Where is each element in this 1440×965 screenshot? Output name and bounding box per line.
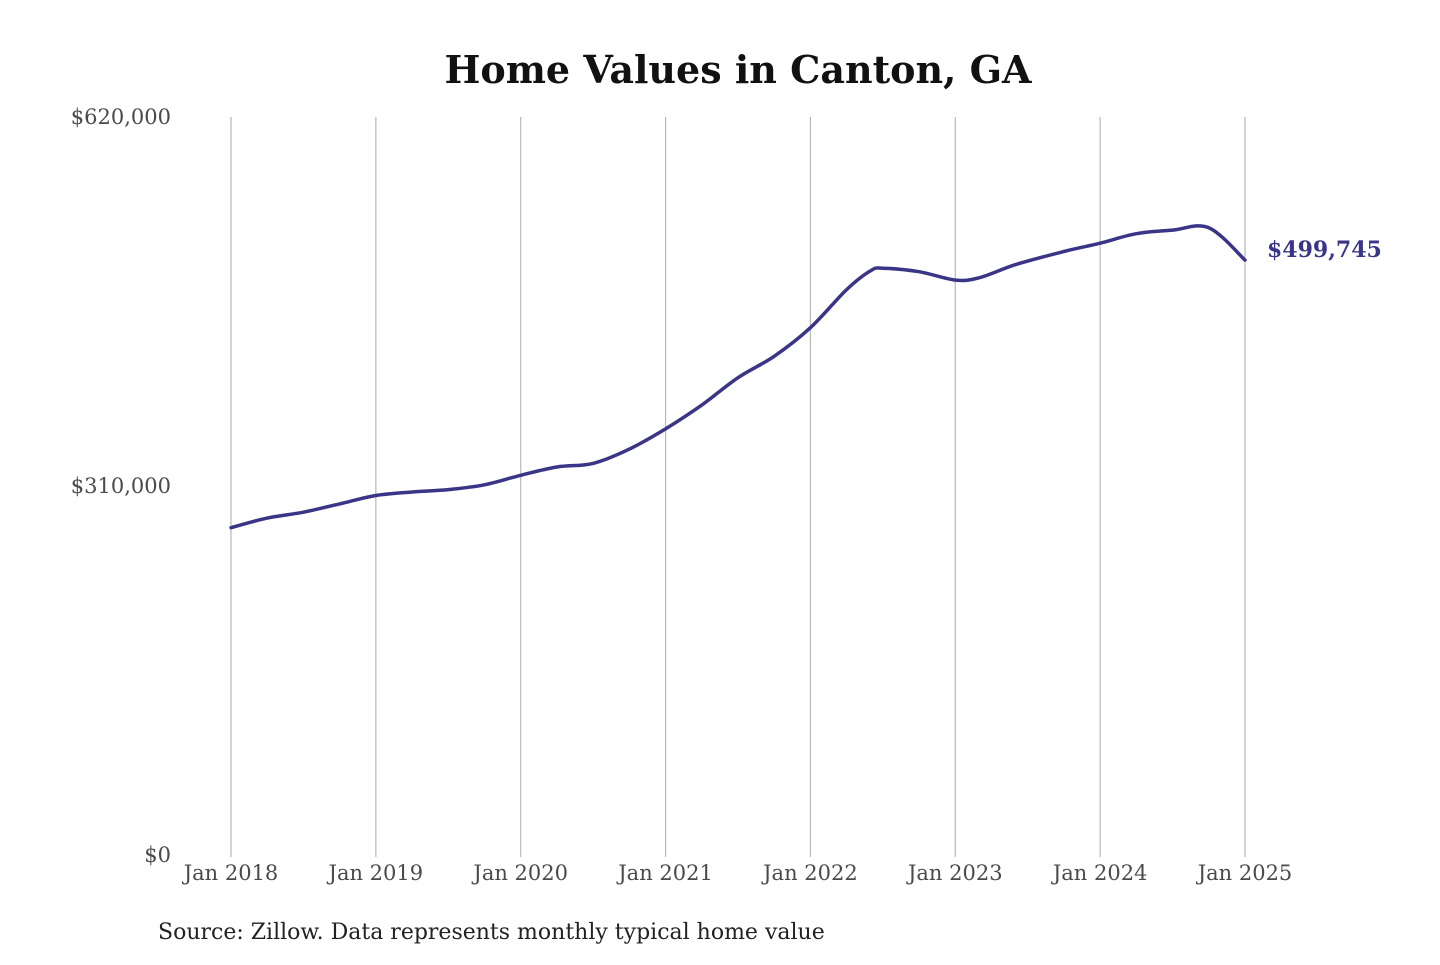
x-tick-label: Jan 2018 xyxy=(182,861,279,885)
grid-layer xyxy=(230,117,1246,857)
x-tick-label: Jan 2021 xyxy=(616,861,713,885)
x-tick-label: Jan 2022 xyxy=(761,861,858,885)
y-tick-label: $0 xyxy=(144,843,171,867)
x-axis: Jan 2018 Jan 2019 Jan 2020 Jan 2021 Jan 2022… xyxy=(182,861,1293,885)
y-tick-label: $310,000 xyxy=(71,474,171,498)
y-tick-label: $620,000 xyxy=(71,105,171,129)
y-axis: $0 $310,000 $620,000 xyxy=(71,105,171,867)
x-tick-label: Jan 2025 xyxy=(1196,861,1293,885)
x-tick-label: Jan 2023 xyxy=(906,861,1003,885)
home-value-line xyxy=(229,224,1247,530)
source-note: Source: Zillow. Data represents monthly … xyxy=(158,920,825,945)
end-value-label: $499,745 xyxy=(1267,237,1382,263)
x-tick-label: Jan 2020 xyxy=(471,861,568,885)
chart-title: Home Values in Canton, GA xyxy=(444,47,1032,92)
x-tick-label: Jan 2019 xyxy=(327,861,424,885)
series-layer xyxy=(229,224,1247,530)
x-tick-label: Jan 2024 xyxy=(1051,861,1148,885)
